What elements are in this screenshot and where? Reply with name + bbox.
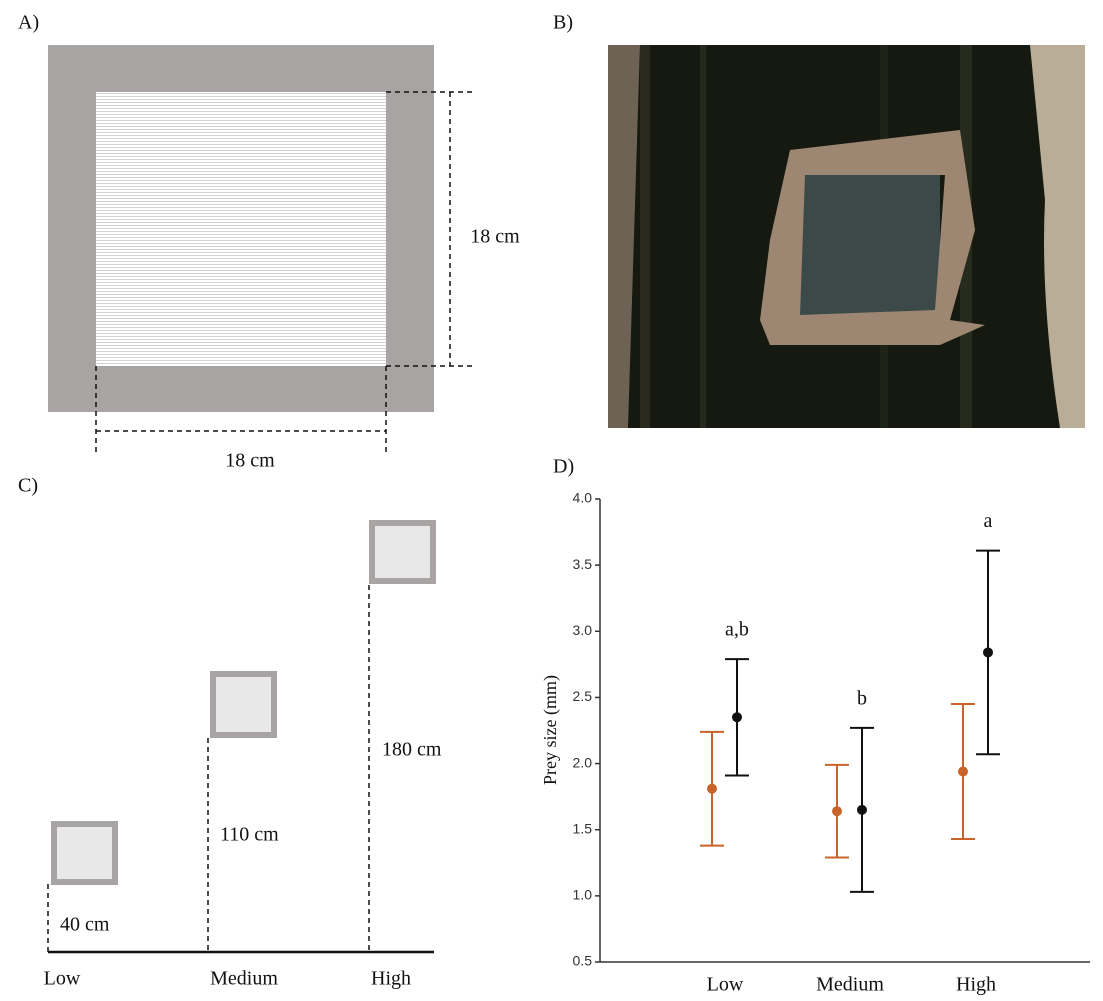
y-tick-label: 1.0: [573, 887, 593, 903]
photo: [608, 45, 1085, 428]
width-label: 18 cm: [225, 450, 275, 472]
height-label: 110 cm: [220, 824, 279, 846]
x-tick-label: Low: [707, 974, 744, 996]
y-tick-label: 2.5: [573, 688, 593, 704]
y-tick-label: 4.0: [573, 490, 593, 506]
panel-label: A): [18, 12, 39, 34]
height-label: 40 cm: [60, 914, 110, 936]
point: [732, 712, 742, 723]
height-label: 180 cm: [382, 739, 442, 761]
point: [832, 806, 842, 817]
panel-label: B): [553, 12, 573, 34]
panel-label: C): [18, 475, 38, 497]
y-axis-label: Prey size (mm): [540, 675, 561, 785]
point: [983, 647, 993, 658]
x-tick-label: High: [956, 974, 996, 996]
position-label: High: [371, 968, 411, 990]
x-tick-label: Medium: [816, 974, 884, 996]
height-diagram: [47, 520, 436, 954]
position-label: Medium: [210, 968, 278, 990]
y-tick-label: 0.5: [573, 953, 593, 969]
y-tick-label: 1.5: [573, 820, 593, 836]
point: [958, 766, 968, 777]
position-label: Low: [44, 968, 81, 990]
point: [857, 804, 867, 815]
trap-diagram: [48, 45, 475, 455]
height-label: 18 cm: [470, 226, 520, 248]
annotation: b: [857, 687, 867, 709]
y-tick-label: 2.0: [573, 754, 593, 770]
y-tick-label: 3.5: [573, 556, 593, 572]
panel-label: D): [553, 456, 574, 478]
annotation: a,b: [725, 619, 749, 641]
point: [707, 783, 717, 794]
y-tick-label: 3.0: [573, 622, 593, 638]
annotation: a: [984, 510, 993, 532]
